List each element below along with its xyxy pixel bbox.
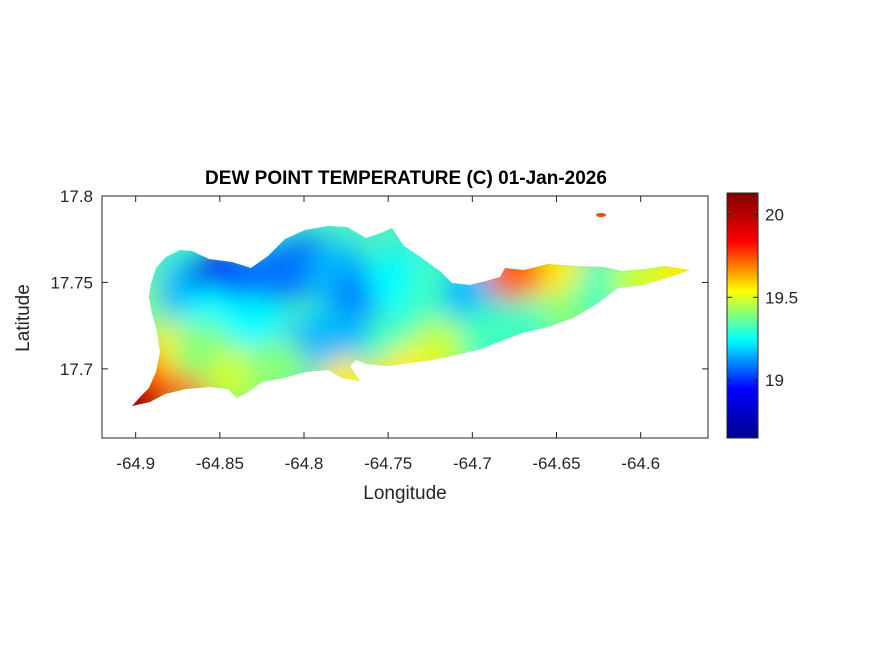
colorbar-tick-label: 20: [765, 206, 784, 225]
x-tick-label: -64.85: [196, 454, 244, 473]
axes-box: [101, 195, 709, 439]
colorbar-fill: [726, 192, 759, 439]
field-point: [316, 356, 377, 406]
x-tick-label: -64.9: [116, 454, 155, 473]
field-point: [484, 240, 545, 301]
chart-title: DEW POINT TEMPERATURE (C) 01-Jan-2026: [205, 168, 607, 189]
x-tick-label: -64.6: [621, 454, 660, 473]
y-axis-ticks: 17.7 17.75 17.8: [50, 187, 708, 379]
colorbar-tick-label: 19.5: [765, 288, 798, 307]
field-point: [375, 347, 435, 406]
colorbar-ticks: 19 19.5 20: [727, 206, 798, 390]
y-axis-label: Latitude: [13, 284, 34, 352]
x-tick-label: -64.75: [364, 454, 412, 473]
field-point: [610, 252, 671, 313]
y-tick-label: 17.8: [60, 187, 93, 206]
field-point: [577, 261, 637, 322]
y-tick-label: 17.7: [60, 360, 93, 379]
island-map: [132, 213, 690, 406]
x-tick-label: -64.65: [532, 454, 580, 473]
x-axis-label: Longitude: [363, 483, 446, 504]
x-tick-label: -64.8: [285, 454, 324, 473]
field-point: [577, 213, 637, 249]
temperature-field: [132, 213, 690, 406]
field-point: [652, 243, 690, 304]
x-tick-label: -64.7: [453, 454, 492, 473]
x-axis-ticks: -64.9 -64.85 -64.8 -64.75 -64.7 -64.65 -64.6: [116, 196, 660, 473]
y-tick-label: 17.75: [50, 273, 93, 292]
colorbar: 19 19.5 20: [726, 192, 798, 439]
colorbar-tick-label: 19: [765, 371, 784, 390]
field-point: [248, 338, 309, 399]
